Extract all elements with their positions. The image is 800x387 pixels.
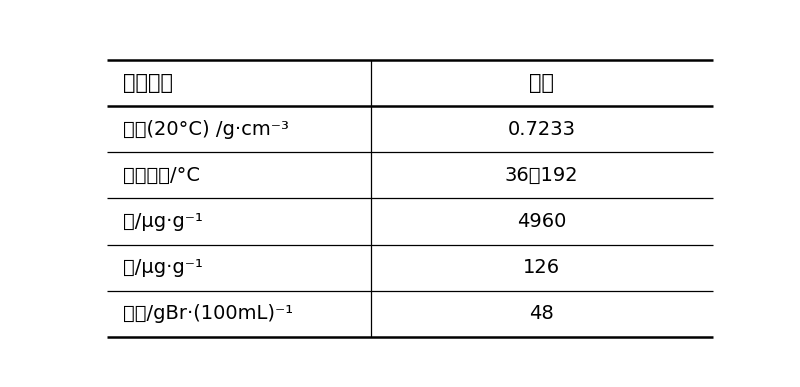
Text: 48: 48 (530, 305, 554, 324)
Text: 油品性质: 油品性质 (123, 73, 173, 93)
Text: 氮/μg·g⁻¹: 氮/μg·g⁻¹ (123, 258, 203, 277)
Text: 0.7233: 0.7233 (508, 120, 576, 139)
Text: 36～192: 36～192 (505, 166, 578, 185)
Text: 4960: 4960 (517, 212, 566, 231)
Text: 硫/μg·g⁻¹: 硫/μg·g⁻¹ (123, 212, 203, 231)
Text: 原料: 原料 (529, 73, 554, 93)
Text: 密度(20°C) /g·cm⁻³: 密度(20°C) /g·cm⁻³ (123, 120, 289, 139)
Text: 溴价/gBr·(100mL)⁻¹: 溴价/gBr·(100mL)⁻¹ (123, 305, 293, 324)
Text: 126: 126 (523, 258, 560, 277)
Text: 馏程范围/°C: 馏程范围/°C (123, 166, 200, 185)
